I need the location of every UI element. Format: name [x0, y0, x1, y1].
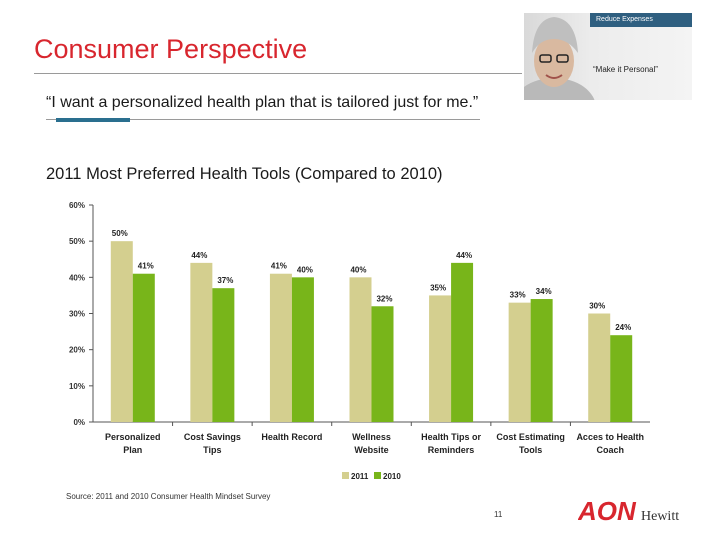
bar-2010 — [371, 306, 394, 422]
y-tick-label: 20% — [69, 346, 85, 355]
legend-swatch-2010 — [374, 472, 381, 479]
data-label-2011: 50% — [112, 229, 128, 238]
photo-banner: Reduce Expenses — [590, 13, 692, 27]
legend-label-2010: 2010 — [383, 472, 401, 481]
data-label-2010: 40% — [297, 265, 313, 274]
category-label: Cost Estimating — [496, 432, 565, 442]
bar-2011 — [269, 273, 292, 422]
bar-2011 — [110, 241, 133, 422]
data-label-2010: 41% — [138, 262, 154, 271]
bar-2010 — [451, 262, 474, 422]
aon-hewitt-logo: AON Hewitt — [578, 496, 679, 524]
category-label: Health Record — [261, 432, 322, 442]
bar-2010 — [530, 299, 553, 422]
category-label: Website — [354, 445, 388, 455]
chart-title: 2011 Most Preferred Health Tools (Compar… — [46, 165, 443, 183]
person-photo-illustration — [524, 17, 595, 100]
category-label: Tips — [203, 445, 221, 455]
bar-2010 — [212, 288, 235, 422]
bar-2010 — [291, 277, 314, 422]
y-tick-label: 50% — [69, 237, 85, 246]
data-label-2011: 40% — [350, 265, 366, 274]
y-tick-label: 40% — [69, 273, 85, 282]
logo-subtext: Hewitt — [641, 509, 679, 524]
consumer-quote: “I want a personalized health plan that … — [46, 94, 479, 111]
legend-swatch-2011 — [342, 472, 349, 479]
category-label: Health Tips or — [421, 432, 481, 442]
bar-2011 — [349, 277, 372, 422]
y-tick-label: 30% — [69, 310, 85, 319]
category-label: Cost Savings — [184, 432, 241, 442]
header-photo: Reduce Expenses “Make it Personal” — [524, 13, 692, 100]
data-label-2010: 24% — [615, 323, 631, 332]
data-label-2011: 44% — [191, 251, 207, 260]
category-label: Acces to Health — [576, 432, 644, 442]
source-note: Source: 2011 and 2010 Consumer Health Mi… — [66, 492, 271, 501]
photo-caption: “Make it Personal” — [593, 65, 658, 74]
title-divider — [34, 73, 522, 74]
data-label-2011: 30% — [589, 302, 605, 311]
quote-accent-bar — [56, 118, 130, 122]
data-label-2011: 33% — [510, 291, 526, 300]
data-label-2011: 35% — [430, 283, 446, 292]
data-label-2010: 34% — [536, 287, 552, 296]
data-label-2010: 44% — [456, 251, 472, 260]
slide-title: Consumer Perspective — [34, 34, 308, 64]
y-tick-label: 60% — [69, 201, 85, 210]
logo-mark: AON — [578, 496, 637, 524]
y-tick-label: 0% — [73, 418, 85, 427]
bar-2010 — [132, 273, 155, 422]
y-tick-label: 10% — [69, 382, 85, 391]
bar-2011 — [190, 262, 213, 422]
page-number: 11 — [494, 510, 503, 519]
data-label-2010: 37% — [217, 276, 233, 285]
category-label: Personalized — [105, 432, 161, 442]
category-label: Coach — [596, 445, 624, 455]
data-label-2011: 41% — [271, 262, 287, 271]
bar-2011 — [429, 295, 452, 422]
bar-2010 — [610, 335, 633, 422]
bar-2011 — [508, 302, 531, 422]
quote-divider — [46, 119, 480, 120]
category-label: Tools — [519, 445, 542, 455]
category-label: Plan — [123, 445, 142, 455]
data-label-2010: 32% — [376, 294, 392, 303]
category-label: Wellness — [352, 432, 391, 442]
legend-label-2011: 2011 — [351, 472, 369, 481]
bar-2011 — [588, 313, 611, 422]
category-label: Reminders — [428, 445, 475, 455]
